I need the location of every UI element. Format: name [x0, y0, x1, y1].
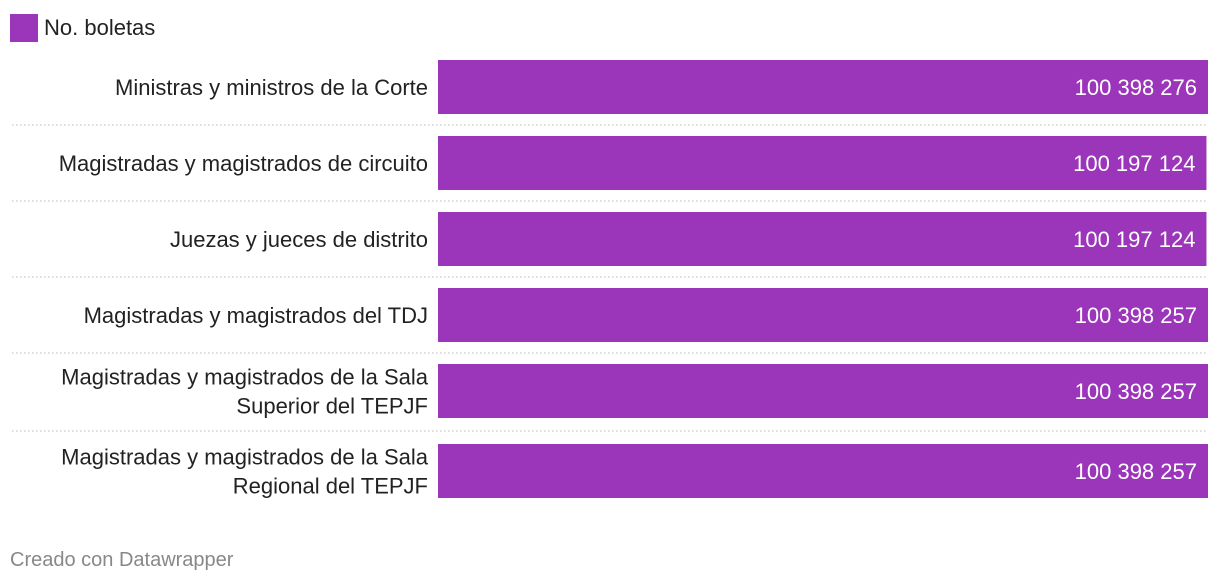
legend-label: No. boletas	[44, 15, 156, 40]
bar-0	[438, 60, 1208, 114]
value-label-1: 100 197 124	[1073, 151, 1195, 176]
bar-chart: 100 398 276 Ministras y ministros de la C…	[12, 60, 1208, 499]
category-label-4-line-1: Superior del TEPJF	[236, 394, 428, 419]
category-label-4-line-0: Magistradas y magistrados de la Sala	[61, 365, 429, 390]
category-label-1-line-0: Magistradas y magistrados de circuito	[59, 151, 428, 176]
bar-5	[438, 444, 1208, 498]
footer-credit: Creado con Datawrapper	[10, 549, 234, 571]
category-label-1: Magistradas y magistrados de circuito	[59, 151, 428, 176]
value-label-2: 100 197 124	[1073, 227, 1195, 252]
bar-4	[438, 364, 1208, 418]
category-label-3-line-0: Magistradas y magistrados del TDJ	[84, 303, 428, 328]
value-label-5: 100 398 257	[1075, 459, 1197, 484]
category-label-5-line-1: Regional del TEPJF	[233, 474, 428, 499]
bar-1	[438, 136, 1207, 190]
legend-swatch	[10, 14, 38, 42]
bar-3	[438, 288, 1208, 342]
category-label-0-line-0: Ministras y ministros de la Corte	[115, 75, 428, 100]
category-label-2: Juezas y jueces de distrito	[170, 227, 428, 252]
category-label-2-line-0: Juezas y jueces de distrito	[170, 227, 428, 252]
legend: No. boletas	[10, 14, 155, 42]
value-label-4: 100 398 257	[1075, 379, 1197, 404]
value-label-0: 100 398 276	[1075, 75, 1197, 100]
value-label-3: 100 398 257	[1075, 303, 1197, 328]
category-label-4: Magistradas y magistrados de la Sala Supe…	[61, 365, 429, 419]
category-label-5: Magistradas y magistrados de la Sala Regi…	[61, 445, 429, 499]
category-label-0: Ministras y ministros de la Corte	[115, 75, 428, 100]
bar-2	[438, 212, 1207, 266]
category-label-5-line-0: Magistradas y magistrados de la Sala	[61, 445, 429, 470]
category-label-3: Magistradas y magistrados del TDJ	[84, 303, 428, 328]
